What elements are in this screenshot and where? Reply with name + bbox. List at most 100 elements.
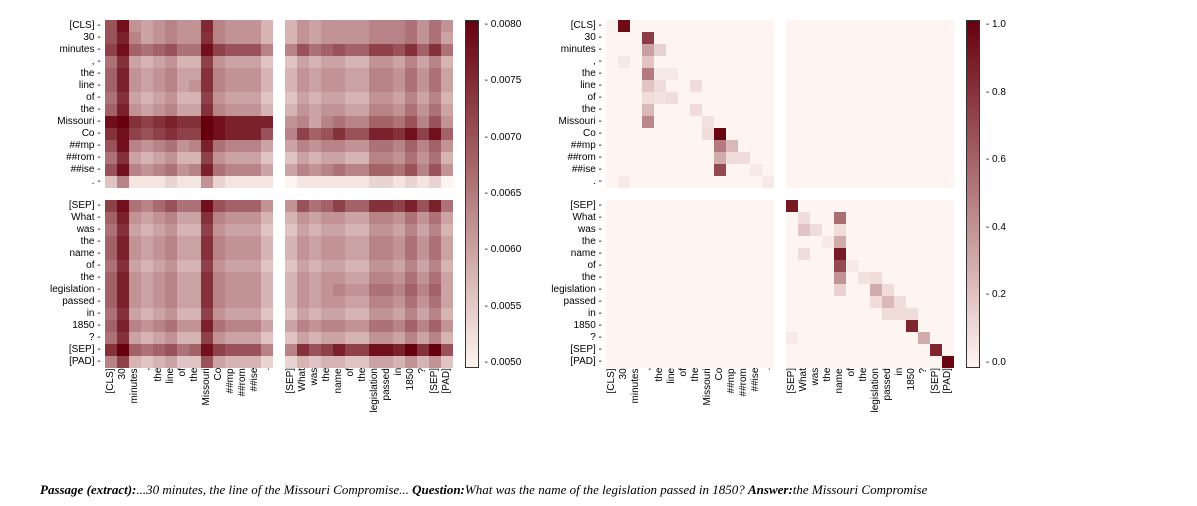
heatmap-cell [189,68,201,80]
heatmap-cell [882,308,894,320]
heatmap-cell [441,320,453,332]
heatmap-cell [225,32,237,44]
heatmap-cell [678,116,690,128]
heatmap-cell [297,92,309,104]
heatmap-cell [177,164,189,176]
heatmap-cell [726,236,738,248]
heatmap-cell [666,224,678,236]
heatmap-cell [285,68,297,80]
heatmap-cell [201,248,213,260]
heatmap-cell [870,152,882,164]
heatmap-cell [726,164,738,176]
heatmap-cell [225,308,237,320]
heatmap-cell [369,344,381,356]
heatmap-cell [441,92,453,104]
heatmap-cell [417,128,429,140]
heatmap-cell [105,248,117,260]
heatmap-cell [429,140,441,152]
caption: Passage (extract):...30 minutes, the lin… [0,482,1197,498]
heatmap-cell [345,284,357,296]
heatmap-cell [429,56,441,68]
heatmap-cell [129,236,141,248]
heatmap-cell [405,236,417,248]
heatmap-cell [738,152,750,164]
heatmap-cell [189,284,201,296]
heatmap-cell [846,212,858,224]
x-tick-label: . [762,368,774,414]
heatmap-cell [702,32,714,44]
heatmap-cell [942,260,954,272]
heatmap-cell [810,80,822,92]
heatmap-cell [678,164,690,176]
heatmap-cell [690,224,702,236]
heatmap-cell [666,212,678,224]
heatmap-cell [834,272,846,284]
heatmap-cell [261,284,273,296]
heatmap-cell [165,56,177,68]
heatmap-cell [834,308,846,320]
heatmap-cell [117,236,129,248]
heatmap-cell [738,212,750,224]
heatmap-cell [297,152,309,164]
heatmap-cell [858,320,870,332]
heatmap-cell [237,212,249,224]
heatmap-cell [882,44,894,56]
heatmap-cell [117,224,129,236]
heatmap-cell [822,68,834,80]
heatmap-cell [690,104,702,116]
heatmap-cell [237,320,249,332]
heatmap-cell [930,344,942,356]
heatmap-cell [942,92,954,104]
heatmap-cell [606,32,618,44]
colorbar-tick: - 0.0070 [485,133,522,143]
heatmap-cell [846,104,858,116]
heatmap-cell [393,44,405,56]
heatmap-cell [441,236,453,248]
heatmap-cell [285,80,297,92]
heatmap-cell [750,296,762,308]
heatmap-cell [213,236,225,248]
heatmap-cell [750,140,762,152]
heatmap-cell [225,284,237,296]
heatmap-cell [297,104,309,116]
heatmap-cell [738,164,750,176]
heatmap-cell [201,308,213,320]
heatmap-cell [321,20,333,32]
heatmap-cell [405,260,417,272]
heatmap-cell [357,32,369,44]
heatmap-cell [858,68,870,80]
heatmap-cell [333,140,345,152]
heatmap-cell [381,212,393,224]
heatmap-cell [321,104,333,116]
heatmap-cell [882,200,894,212]
heatmap-cell [858,56,870,68]
heatmap-cell [153,116,165,128]
heatmap-cell [786,260,798,272]
heatmap-cell [726,356,738,368]
y-tick-label: the - [582,236,602,248]
heatmap-cell [654,176,666,188]
x-tick-label: line [666,368,678,414]
heatmap-cell [870,320,882,332]
heatmap-cell [381,128,393,140]
heatmap-cell [750,344,762,356]
heatmap-cell [129,308,141,320]
heatmap-cell [429,80,441,92]
heatmap-cell [882,56,894,68]
x-tick-label: , [141,368,153,414]
heatmap-cell [393,20,405,32]
heatmap-cell [750,44,762,56]
heatmap-cell [786,104,798,116]
heatmap-cell [906,296,918,308]
heatmap-cell [918,44,930,56]
heatmap-cell [738,296,750,308]
heatmap-cell [345,332,357,344]
heatmap-cell [405,152,417,164]
heatmap-cell [714,224,726,236]
heatmap-cell [906,236,918,248]
heatmap-cell [297,272,309,284]
heatmap-cell [237,296,249,308]
heatmap-cell [201,44,213,56]
colorbar-tick: - 0.0060 [485,245,522,255]
heatmap-cell [918,272,930,284]
